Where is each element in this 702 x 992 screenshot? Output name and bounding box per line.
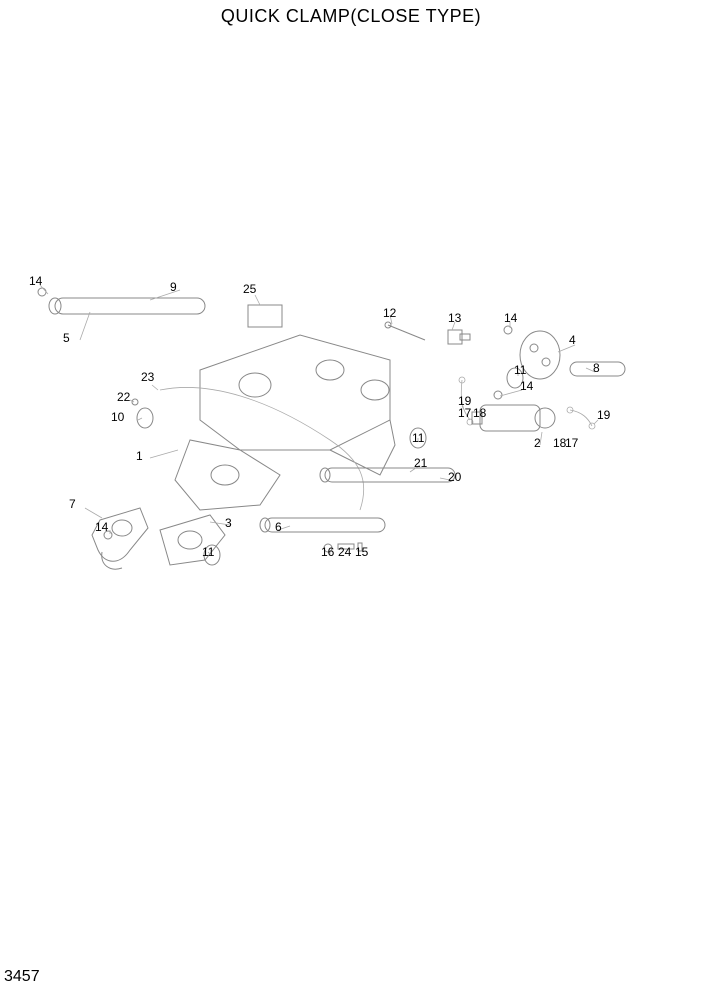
page-number: 3457 [4,968,40,986]
callout-19: 19 [597,409,610,421]
callout-21: 21 [414,457,427,469]
callout-5: 5 [63,332,70,344]
callout-16: 16 [321,546,334,558]
callout-2: 2 [534,437,541,449]
callout-6: 6 [275,521,282,533]
page-title: QUICK CLAMP(CLOSE TYPE) [0,6,702,27]
callout-3: 3 [225,517,232,529]
callout-11: 11 [412,432,424,444]
callout-11: 11 [202,546,214,558]
exploded-diagram [30,250,670,670]
callout-10: 10 [111,411,124,423]
callout-9: 9 [170,281,177,293]
callout-8: 8 [593,362,600,374]
callout-14: 14 [95,521,108,533]
callout-18: 18 [473,407,486,419]
callout-14: 14 [29,275,42,287]
callout-4: 4 [569,334,576,346]
callout-12: 12 [383,307,396,319]
callout-15: 15 [355,546,368,558]
callout-14: 14 [520,380,533,392]
callout-13: 13 [448,312,461,324]
callout-7: 7 [69,498,76,510]
callout-25: 25 [243,283,256,295]
callout-24: 24 [338,546,351,558]
callout-1: 1 [136,450,143,462]
callout-11: 11 [514,364,526,376]
callout-17: 17 [565,437,578,449]
callout-17: 17 [458,407,471,419]
callout-23: 23 [141,371,154,383]
callout-14: 14 [504,312,517,324]
callout-20: 20 [448,471,461,483]
callout-22: 22 [117,391,130,403]
